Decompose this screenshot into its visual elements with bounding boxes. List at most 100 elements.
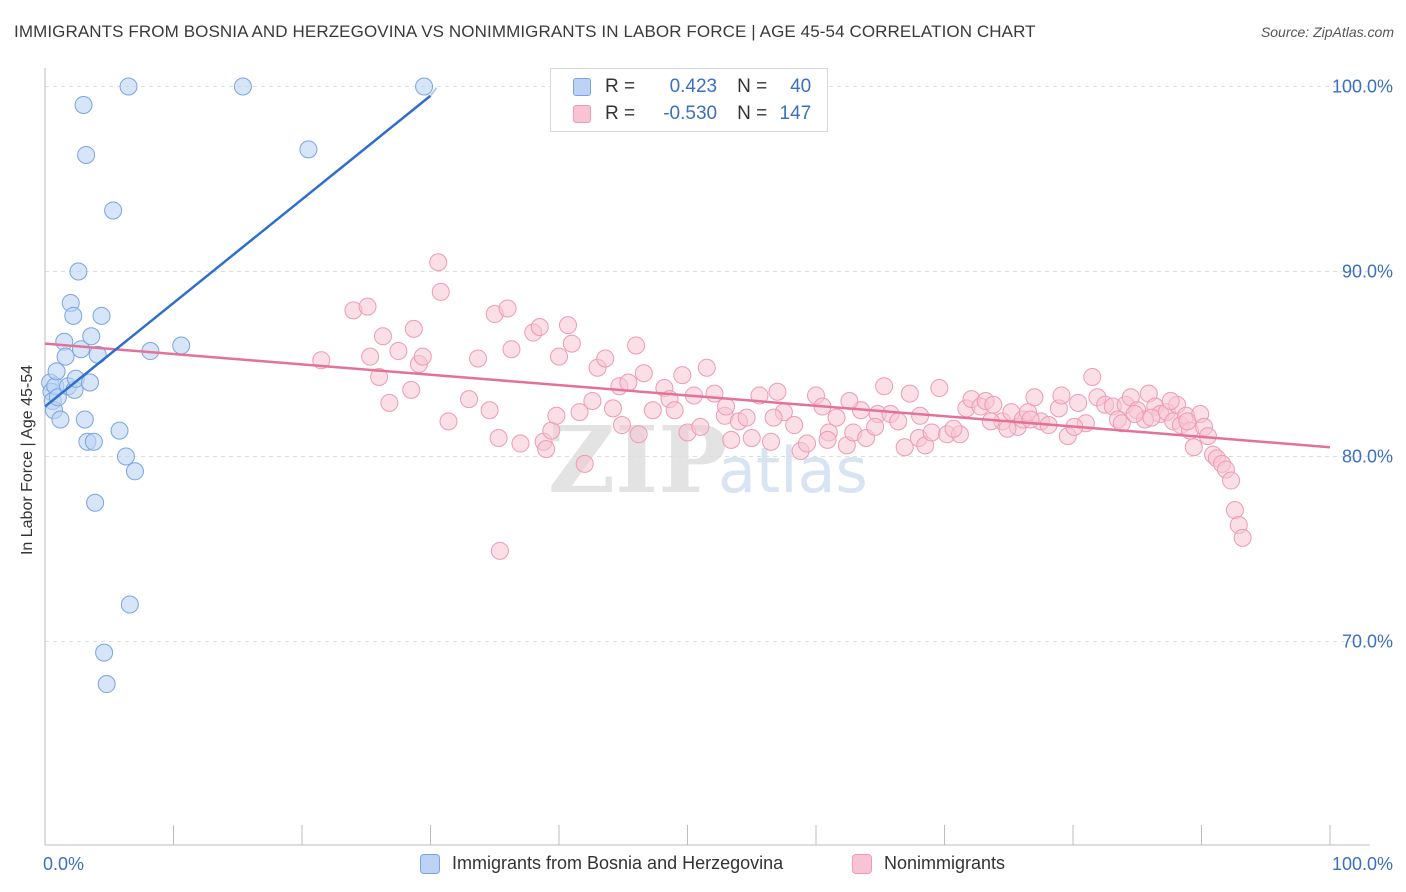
immigrants-trend-extension bbox=[429, 87, 438, 97]
nonimmigrants-point bbox=[361, 347, 380, 366]
nonimmigrants-point bbox=[583, 392, 602, 410]
nonimmigrants-point bbox=[1222, 471, 1241, 490]
nonimmigrants-point bbox=[1142, 408, 1161, 427]
immigrants-point bbox=[77, 145, 96, 164]
nonimmigrants-point bbox=[373, 327, 392, 346]
nonimmigrants-point bbox=[697, 358, 716, 377]
nonimmigrants-point bbox=[402, 380, 421, 399]
nonimmigrants-points bbox=[312, 253, 1252, 560]
nonimmigrants-point bbox=[627, 336, 646, 355]
nonimmigrants-point bbox=[1233, 528, 1252, 547]
series-legend: Immigrants from Bosnia and Herzegovina N… bbox=[0, 851, 1406, 879]
nonimmigrants-point bbox=[984, 395, 1003, 414]
legend-n-label: N = bbox=[737, 76, 768, 97]
nonimmigrants-point bbox=[762, 432, 781, 451]
nonimmigrants-point bbox=[643, 401, 662, 420]
nonimmigrants-point bbox=[1161, 392, 1180, 410]
nonimmigrants-point bbox=[575, 454, 594, 473]
immigrants-point bbox=[125, 462, 144, 481]
immigrants-point bbox=[104, 201, 123, 220]
legend-n-label: N = bbox=[737, 103, 768, 124]
immigrants-point bbox=[172, 336, 191, 355]
immigrants-point bbox=[299, 140, 318, 159]
nonimmigrants-point bbox=[480, 401, 499, 420]
nonimmigrants-point bbox=[691, 417, 710, 436]
nonimmigrants-point bbox=[558, 316, 577, 335]
legend-item-nonimmigrants: Nonimmigrants bbox=[852, 853, 1005, 874]
immigrants-point bbox=[95, 643, 114, 662]
legend-label-nonimmigrants: Nonimmigrants bbox=[884, 853, 1006, 873]
legend-r-label: R = bbox=[605, 76, 636, 97]
immigrants-point bbox=[82, 327, 101, 346]
legend-n-value-blue: 40 bbox=[790, 76, 812, 97]
nonimmigrants-point bbox=[889, 412, 908, 431]
nonimmigrants-point bbox=[1178, 412, 1197, 431]
nonimmigrants-point bbox=[550, 347, 568, 366]
y-tick-label: 70.0% bbox=[1342, 632, 1393, 652]
source-credit: Source: ZipAtlas.com bbox=[1260, 24, 1394, 40]
nonimmigrants-point bbox=[1052, 386, 1071, 405]
legend-swatch-blue bbox=[573, 78, 591, 96]
legend-n-value-pink: 147 bbox=[779, 103, 812, 124]
nonimmigrants-point bbox=[737, 408, 756, 427]
nonimmigrants-point bbox=[866, 417, 885, 436]
nonimmigrants-point bbox=[502, 340, 521, 359]
nonimmigrants-point bbox=[742, 429, 761, 447]
nonimmigrants-point bbox=[900, 384, 919, 403]
nonimmigrants-point bbox=[547, 406, 566, 425]
immigrants-point bbox=[97, 675, 116, 694]
nonimmigrants-point bbox=[490, 541, 509, 560]
nonimmigrants-point bbox=[489, 429, 508, 447]
nonimmigrants-point bbox=[1069, 393, 1088, 412]
nonimmigrants-point bbox=[570, 403, 589, 422]
nonimmigrants-point bbox=[429, 253, 448, 272]
immigrants-point bbox=[415, 77, 434, 96]
legend-item-immigrants: Immigrants from Bosnia and Herzegovina bbox=[420, 853, 783, 874]
immigrants-point bbox=[119, 77, 138, 96]
legend-swatch-pink bbox=[573, 105, 591, 123]
trend-lines bbox=[44, 87, 1331, 449]
immigrants-point bbox=[80, 373, 99, 392]
immigrants-point bbox=[64, 306, 83, 325]
nonimmigrants-point bbox=[537, 440, 556, 459]
nonimmigrants-point bbox=[717, 397, 736, 416]
legend-r-value-pink: -0.530 bbox=[663, 103, 718, 124]
nonimmigrants-point bbox=[596, 349, 615, 368]
legend-row-pink: R = -0.530 N = 147 bbox=[573, 102, 811, 126]
nonimmigrants-point bbox=[404, 319, 423, 338]
y-tick-label: 90.0% bbox=[1342, 262, 1393, 282]
legend-label-immigrants: Immigrants from Bosnia and Herzegovina bbox=[452, 853, 784, 873]
nonimmigrants-point bbox=[413, 347, 432, 366]
legend-r-label: R = bbox=[605, 103, 636, 124]
nonimmigrants-point bbox=[439, 412, 458, 431]
y-tick-label: 80.0% bbox=[1342, 447, 1393, 467]
nonimmigrants-point bbox=[673, 366, 692, 385]
nonimmigrants-point bbox=[629, 425, 648, 444]
nonimmigrants-point bbox=[1025, 388, 1044, 407]
nonimmigrants-point bbox=[798, 434, 817, 453]
nonimmigrants-point bbox=[431, 282, 450, 301]
legend-row-blue: R = 0.423 N = 40 bbox=[573, 75, 811, 99]
correlation-legend: R = 0.423 N = 40 R = -0.530 N = 147 bbox=[550, 68, 828, 132]
immigrants-point bbox=[110, 421, 129, 440]
nonimmigrants-point bbox=[785, 416, 804, 435]
nonimmigrants-point bbox=[603, 399, 622, 418]
immigrants-point bbox=[92, 306, 111, 325]
nonimmigrants-point bbox=[1184, 438, 1203, 457]
nonimmigrants-point bbox=[818, 430, 837, 449]
tick-labels: 70.0% 80.0% 90.0% 100.0% 0.0% 100.0% bbox=[43, 77, 1393, 875]
nonimmigrants-point bbox=[1021, 410, 1040, 429]
nonimmigrants-point bbox=[370, 367, 389, 386]
axes bbox=[44, 68, 1370, 846]
immigrants-point bbox=[86, 493, 105, 512]
gridlines bbox=[45, 86, 1370, 642]
nonimmigrants-trend-line bbox=[44, 342, 1331, 449]
nonimmigrants-point bbox=[944, 419, 963, 438]
nonimmigrants-point bbox=[530, 318, 549, 336]
immigrants-point bbox=[51, 410, 70, 429]
x-tick-label: 0.0% bbox=[43, 854, 84, 874]
nonimmigrants-point bbox=[460, 390, 479, 409]
nonimmigrants-point bbox=[389, 342, 408, 361]
nonimmigrants-point bbox=[827, 408, 846, 427]
nonimmigrants-point bbox=[562, 334, 581, 353]
